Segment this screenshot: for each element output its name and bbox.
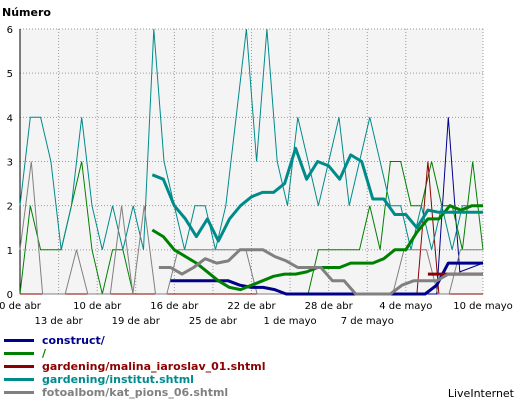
legend-label: gardening/institut.shtml	[42, 373, 194, 386]
x-tick-label: 7 de mayo	[341, 316, 394, 327]
legend-swatch	[4, 339, 34, 342]
x-tick-label: 10 de abr	[73, 301, 122, 312]
x-tick-label: 19 de abr	[112, 316, 161, 327]
chart-canvas: Número 0 1 2 3 4 5 6 0 de abr 10 de abr 16 de ab…	[0, 6, 513, 327]
series-avg-line-4	[158, 248, 483, 296]
y-tick-label: 6	[7, 25, 13, 36]
brand-label: LiveInternet	[447, 387, 514, 400]
y-axis-title: Número	[2, 6, 51, 19]
legend-item-construct: construct/	[4, 334, 266, 347]
x-tick-label: 25 de abr	[189, 316, 238, 327]
legend-item-institut: gardening/institut.shtml	[4, 373, 266, 386]
y-tick-label: 4	[7, 113, 13, 124]
legend-swatch	[4, 352, 34, 355]
legend-label: gardening/malina_iaroslav_01.shtml	[42, 360, 266, 373]
x-tick-label: 13 de abr	[34, 316, 83, 327]
series-line-3	[19, 28, 483, 250]
y-tick-label: 0	[7, 290, 13, 301]
x-ticks: 0 de abr 10 de abr 16 de abr 22 de abr 28 de…	[0, 301, 513, 327]
series-avg-line-0	[170, 261, 483, 296]
legend-swatch	[4, 391, 34, 394]
x-tick-label: 16 de abr	[150, 301, 199, 312]
series-avg-line-3	[151, 146, 483, 243]
legend-label: /	[42, 347, 47, 360]
series-group	[19, 28, 484, 296]
y-tick-label: 5	[7, 69, 13, 80]
x-tick-label: 1 de mayo	[264, 316, 317, 327]
legend-item-fotoalbom: fotoalbom/kat_pions_06.shtml	[4, 386, 266, 399]
y-tick-label: 3	[7, 158, 13, 169]
x-tick-label: 4 de mayo	[379, 301, 432, 312]
y-tick-label: 2	[7, 202, 13, 213]
legend: construct/ / gardening/malina_iaroslav_0…	[4, 334, 266, 399]
x-tick-label: 10 de mayo	[453, 301, 513, 312]
y-tick-label: 1	[7, 246, 13, 257]
legend-swatch	[4, 365, 34, 368]
legend-swatch	[4, 378, 34, 381]
x-tick-label: 0 de abr	[0, 301, 42, 312]
legend-label: construct/	[42, 334, 105, 347]
legend-item-root: /	[4, 347, 266, 360]
x-tick-label: 22 de abr	[227, 301, 276, 312]
x-tick-label: 28 de abr	[305, 301, 354, 312]
legend-item-malina: gardening/malina_iaroslav_01.shtml	[4, 360, 266, 373]
y-ticks: 0 1 2 3 4 5 6	[7, 25, 13, 301]
legend-label: fotoalbom/kat_pions_06.shtml	[42, 386, 229, 399]
